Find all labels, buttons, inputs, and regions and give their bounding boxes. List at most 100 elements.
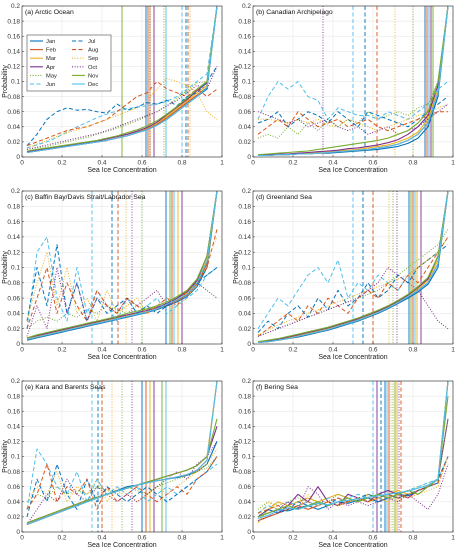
y-tick-label: 0.14 <box>7 49 20 56</box>
y-tick-label: 0.02 <box>7 514 20 521</box>
y-tick-label: 0.12 <box>7 439 20 446</box>
y-tick-label: 0.06 <box>238 295 251 302</box>
x-tick-label: 0.8 <box>408 535 417 542</box>
plot-content <box>257 381 449 532</box>
x-tick-label: 1 <box>220 535 224 542</box>
y-tick-label: 0.14 <box>7 234 20 241</box>
legend-label-apr: Apr <box>46 65 55 71</box>
y-tick-label: 0.1 <box>11 79 20 86</box>
y-tick-label: 0.02 <box>7 139 20 146</box>
y-tick-label: 0.14 <box>7 424 20 431</box>
x-axis-label: Sea Ice Concentration <box>318 167 387 174</box>
y-tick-label: 0.06 <box>7 109 20 116</box>
y-tick-label: 0.1 <box>242 79 251 86</box>
series-line-oct <box>257 267 449 337</box>
x-tick-label: 0.8 <box>177 347 186 354</box>
legend-label-jun: Jun <box>46 82 55 88</box>
y-tick-label: 0.02 <box>238 326 251 333</box>
series-line-dec <box>258 6 449 157</box>
y-tick-label: 0.2 <box>242 3 251 10</box>
y-axis-label: Probability <box>2 251 9 284</box>
x-tick-label: 0.8 <box>177 535 186 542</box>
y-tick-label: 0.18 <box>7 393 20 400</box>
y-axis-label: Probability <box>233 440 240 473</box>
x-tick-label: 0.2 <box>57 160 66 167</box>
x-axis-label: Sea Ice Concentration <box>318 354 387 361</box>
series-line-sep <box>26 448 218 503</box>
y-tick-label: 0.06 <box>238 109 251 116</box>
plot-content <box>26 6 218 157</box>
x-tick-label: 0 <box>251 160 255 167</box>
y-tick-label: 0.14 <box>238 424 251 431</box>
panel-a: 0 0.02 0.04 0.06 0.08 0.1 0.12 0.14 0.16 0.18 0.2 0… <box>2 3 224 174</box>
x-tick-label: 0.4 <box>328 535 337 542</box>
legend-label-feb: Feb <box>46 48 56 54</box>
y-tick-label: 0.2 <box>242 188 251 195</box>
y-tick-label: 0.2 <box>11 3 20 10</box>
x-tick-label: 1 <box>220 160 224 167</box>
panel-e: 0 0.02 0.04 0.06 0.08 0.1 0.12 0.14 0.16 0.18 0.2 0… <box>2 378 224 549</box>
x-tick-label: 0 <box>20 535 24 542</box>
y-tick-label: 0 <box>247 341 251 348</box>
y-tick-label: 0.18 <box>7 18 20 25</box>
x-tick-label: 0.4 <box>328 347 337 354</box>
series-line-mar <box>26 191 218 340</box>
x-tick-label: 0.2 <box>288 160 297 167</box>
series-line-dec <box>257 381 449 519</box>
series-line-aug <box>257 236 449 337</box>
y-tick-label: 0.12 <box>238 439 251 446</box>
plot-content <box>26 191 218 344</box>
y-tick-label: 0.16 <box>7 219 20 226</box>
series-line-sep <box>257 236 449 336</box>
y-tick-label: 0.04 <box>238 499 251 506</box>
x-tick-label: 0.2 <box>57 535 66 542</box>
y-tick-label: 0.04 <box>238 124 251 131</box>
x-tick-label: 0.6 <box>368 160 377 167</box>
series-line-jul <box>257 244 449 333</box>
y-tick-label: 0.12 <box>7 249 20 256</box>
y-tick-label: 0.08 <box>7 94 20 101</box>
series-line-jun <box>26 6 218 149</box>
series-line-sep <box>26 236 218 322</box>
x-tick-label: 0.4 <box>328 160 337 167</box>
y-tick-label: 0.2 <box>11 188 20 195</box>
y-tick-label: 0.06 <box>238 484 251 491</box>
series-line-apr <box>26 6 218 153</box>
x-tick-label: 1 <box>451 347 455 354</box>
series-line-jul <box>26 66 218 147</box>
series-line-oct <box>257 463 449 522</box>
x-tick-label: 0.8 <box>408 347 417 354</box>
y-tick-label: 0.08 <box>7 280 20 287</box>
series-line-may <box>26 6 218 150</box>
legend-box <box>26 34 112 92</box>
y-tick-label: 0.12 <box>238 64 251 71</box>
y-tick-label: 0.08 <box>238 469 251 476</box>
y-tick-label: 0.1 <box>242 454 251 461</box>
y-tick-label: 0.2 <box>11 378 20 385</box>
x-axis-label: Sea Ice Concentration <box>87 167 156 174</box>
y-tick-label: 0.16 <box>238 33 251 40</box>
legend-label-oct: Oct <box>88 65 97 71</box>
series-line-oct <box>26 66 218 150</box>
y-tick-label: 0.1 <box>242 265 251 272</box>
y-tick-label: 0.2 <box>242 378 251 385</box>
panel-b: 0 0.02 0.04 0.06 0.08 0.1 0.12 0.14 0.16 0.18 0.2 0… <box>233 3 455 174</box>
series-line-nov <box>26 191 218 339</box>
legend-label-nov: Nov <box>88 73 98 79</box>
series-line-aug <box>26 229 218 329</box>
y-tick-label: 0.06 <box>7 484 20 491</box>
series-line-dec <box>26 6 218 154</box>
y-tick-label: 0.18 <box>7 204 20 211</box>
x-tick-label: 0.6 <box>137 535 146 542</box>
y-tick-label: 0 <box>16 529 20 536</box>
x-tick-label: 0.2 <box>57 347 66 354</box>
panel-title: (a) Arctic Ocean <box>25 9 74 16</box>
series-line-oct <box>26 267 218 337</box>
x-tick-label: 0.4 <box>97 160 106 167</box>
plot-content <box>257 191 449 344</box>
y-tick-label: 0.14 <box>238 49 251 56</box>
x-tick-label: 0.6 <box>137 347 146 354</box>
y-tick-label: 0.1 <box>11 454 20 461</box>
y-tick-label: 0.18 <box>238 204 251 211</box>
y-tick-label: 0.04 <box>238 311 251 318</box>
